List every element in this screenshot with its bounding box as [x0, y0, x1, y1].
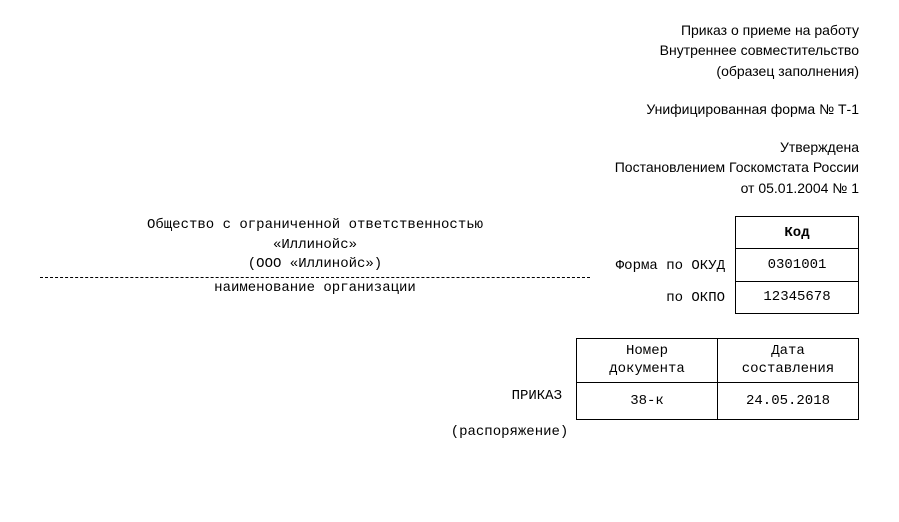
code-header: Код: [736, 217, 859, 249]
doc-date-header: Датасоставления: [718, 339, 859, 383]
approved-line-2: Постановлением Госкомстата России: [40, 157, 859, 177]
code-table: Код 0301001 12345678: [735, 216, 859, 314]
approved-line-3: от 05.01.2004 № 1: [40, 178, 859, 198]
title-line-2: Внутреннее совместительство: [40, 40, 859, 60]
order-row: ПРИКАЗ Номердокумента Датасоставления 38…: [40, 338, 859, 420]
approval-block: Утверждена Постановлением Госкомстата Ро…: [40, 137, 859, 198]
doc-num-value: 38-к: [577, 383, 718, 420]
order-sublabel: (распоряжение): [160, 424, 859, 440]
organization-block: Общество с ограниченной ответственностью…: [40, 216, 590, 296]
title-line-1: Приказ о приеме на работу: [40, 20, 859, 40]
document-header: Приказ о приеме на работу Внутреннее сов…: [40, 20, 859, 81]
org-caption: наименование организации: [40, 280, 590, 296]
code-labels: Форма по ОКУД по ОКПО: [590, 216, 735, 314]
okud-label: Форма по ОКУД: [590, 250, 735, 282]
org-name: Общество с ограниченной ответственностью…: [40, 216, 590, 275]
doc-num-header: Номердокумента: [577, 339, 718, 383]
organization-code-section: Общество с ограниченной ответственностью…: [40, 216, 859, 314]
org-line-1: Общество с ограниченной ответственностью: [40, 216, 590, 236]
approved-line-1: Утверждена: [40, 137, 859, 157]
org-line-2: «Иллинойс»: [40, 236, 590, 256]
code-labels-and-table: Форма по ОКУД по ОКПО Код 0301001 123456…: [590, 216, 859, 314]
org-line-3: (ООО «Иллинойс»): [40, 255, 590, 275]
document-table: Номердокумента Датасоставления 38-к 24.0…: [576, 338, 859, 420]
order-label: ПРИКАЗ: [512, 378, 576, 414]
okud-value: 0301001: [736, 249, 859, 281]
form-line: Унифицированная форма № Т-1: [40, 99, 859, 119]
doc-date-value: 24.05.2018: [718, 383, 859, 420]
form-identifier: Унифицированная форма № Т-1: [40, 99, 859, 119]
order-label-stack: ПРИКАЗ: [512, 338, 576, 414]
org-underline: [40, 277, 590, 278]
okpo-label: по ОКПО: [590, 282, 735, 314]
okpo-value: 12345678: [736, 281, 859, 313]
title-line-3: (образец заполнения): [40, 61, 859, 81]
